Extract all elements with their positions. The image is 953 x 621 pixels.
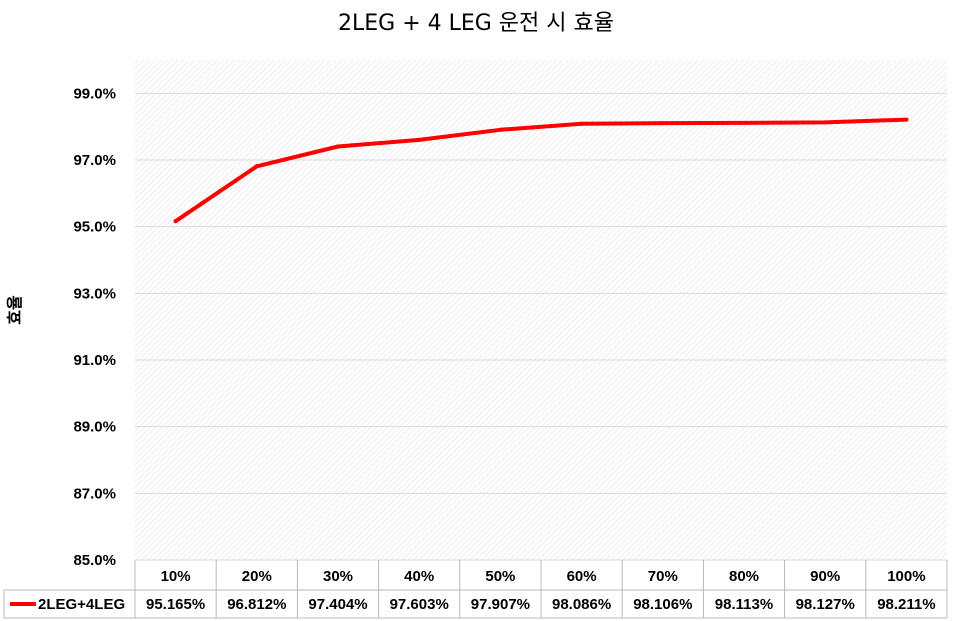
y-tick-label: 85.0% xyxy=(73,552,116,569)
data-table-value: 98.086% xyxy=(552,596,611,613)
data-table-value: 95.165% xyxy=(146,596,205,613)
y-tick-label: 99.0% xyxy=(73,85,116,102)
chart-title: 2LEG + 4 LEG 운전 시 효율 xyxy=(338,11,614,36)
data-point xyxy=(498,127,503,132)
category-label: 70% xyxy=(648,568,678,585)
data-point xyxy=(904,117,909,122)
category-label: 100% xyxy=(887,568,925,585)
category-label: 90% xyxy=(810,568,840,585)
y-axis-label: 효율 xyxy=(5,295,24,325)
series-line-group xyxy=(173,117,909,224)
data-point xyxy=(336,144,340,149)
category-label: 40% xyxy=(404,568,434,585)
data-table-value: 96.812% xyxy=(227,596,286,613)
data-table-value: 98.113% xyxy=(715,596,773,613)
y-tick-label: 91.0% xyxy=(73,352,116,369)
data-table-value: 97.603% xyxy=(390,596,449,613)
data-point xyxy=(742,120,746,125)
data-point xyxy=(579,121,584,126)
category-label: 30% xyxy=(323,568,353,585)
category-label: 50% xyxy=(485,568,515,585)
y-tick-label: 97.0% xyxy=(73,152,116,169)
series-line xyxy=(173,117,909,224)
category-label: 80% xyxy=(729,568,759,585)
y-tick-label: 95.0% xyxy=(73,219,116,236)
category-label: 10% xyxy=(161,568,191,585)
data-table-value: 98.211% xyxy=(877,596,935,613)
data-point xyxy=(660,121,665,126)
gridlines xyxy=(135,92,947,561)
y-tick-label: 93.0% xyxy=(73,285,116,302)
data-point xyxy=(823,120,828,125)
data-point xyxy=(417,137,422,142)
legend-series-name: 2LEG+4LEG xyxy=(38,596,125,613)
category-label: 20% xyxy=(242,568,272,585)
data-table-value: 97.404% xyxy=(308,596,367,613)
y-axis-ticks: 85.0% 87.0% 89.0% 91.0% 93.0% 95.0% 97.0% 99.0% xyxy=(73,85,116,569)
data-table: 10% 20% 30% 40% 50% 60% 70% 80% 90% 100% 2LEG+4LEG… xyxy=(3,560,948,619)
y-tick-label: 87.0% xyxy=(73,485,116,502)
category-label: 60% xyxy=(567,568,597,585)
data-table-value: 97.907% xyxy=(471,596,530,613)
y-tick-label: 89.0% xyxy=(73,419,116,436)
data-table-value: 98.127% xyxy=(796,596,855,613)
data-point xyxy=(254,164,259,169)
data-point xyxy=(173,219,178,224)
plot-area xyxy=(135,60,947,560)
data-table-value: 98.106% xyxy=(633,596,692,613)
